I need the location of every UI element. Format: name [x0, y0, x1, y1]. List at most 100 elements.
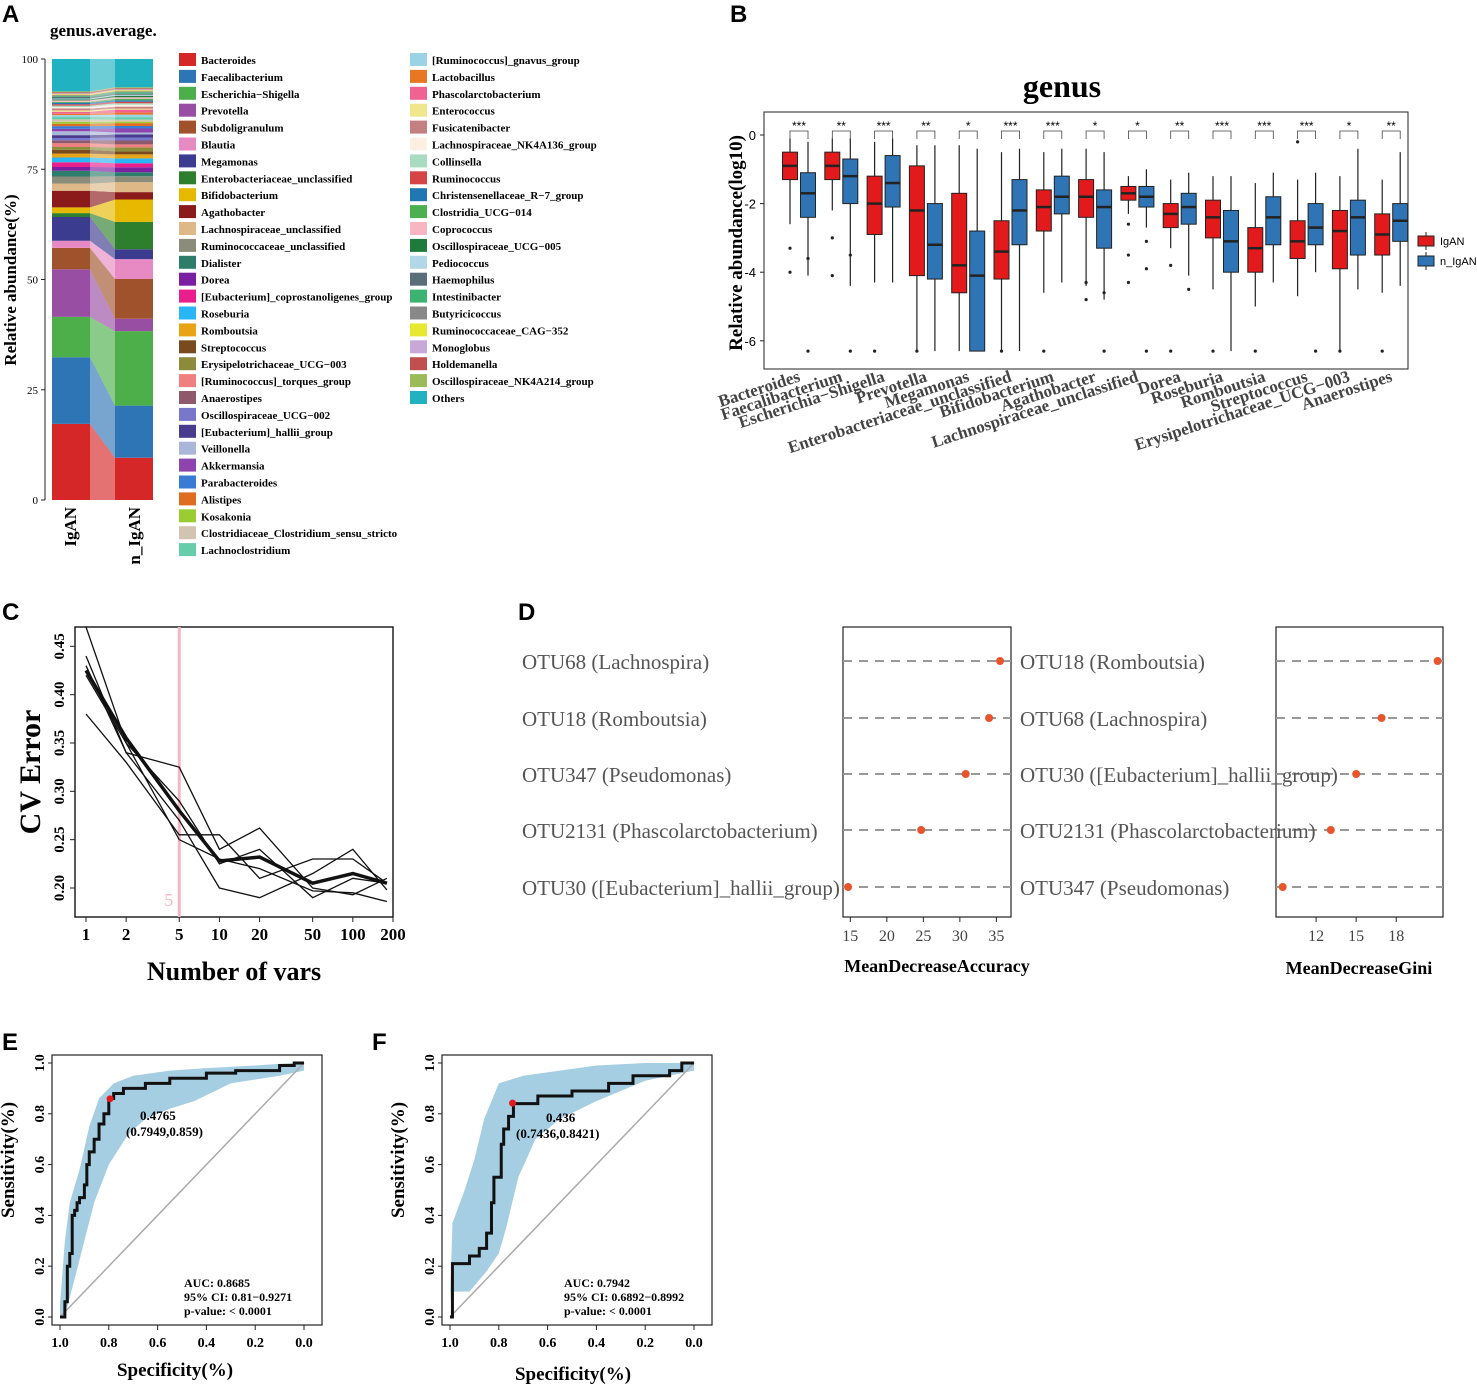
area-segment-37 — [52, 101, 153, 106]
area-segment-34 — [52, 106, 153, 111]
sig-bracket — [1043, 130, 1063, 139]
panel-label-f: F — [372, 1029, 387, 1056]
legend-label-14: [Eubacterium]_coprostanoligenes_group — [201, 292, 393, 304]
d1-xtick-label: 35 — [988, 928, 1004, 945]
legend-swatch-39 — [410, 205, 427, 219]
box-igan — [993, 220, 1010, 280]
box-igan — [866, 175, 883, 235]
legend-label-11: Ruminococcaceae_unclassified — [201, 241, 345, 253]
legend-swatch-22 — [179, 424, 196, 438]
f-content-ytick-label: 0.0 — [423, 1308, 438, 1326]
legend-label-nigan: n_IgAN — [1440, 256, 1477, 268]
e-content-xtick-label: 1.0 — [51, 1336, 69, 1351]
panel-e-roc: Sensitivity(%) Specificity(%) 0.0 0.2 0.4 0… — [0, 1054, 323, 1381]
area-connector-14 — [90, 162, 115, 168]
panel-b-ytick-label: 0 — [749, 128, 756, 143]
area-segment-18 — [52, 147, 153, 152]
panel-f-roc: Sensitivity(%) Specificity(%) 0.0 0.2 0.4 0… — [388, 1054, 713, 1384]
legend-swatch-21 — [179, 407, 196, 421]
sig-label: *** — [1215, 119, 1229, 133]
d1-xtick-label: 25 — [915, 928, 931, 945]
d2-point — [1377, 714, 1386, 722]
box-outlier — [1338, 349, 1342, 353]
area-connector-12 — [90, 170, 115, 177]
area-segment-8 — [52, 199, 153, 222]
e-content-roc-curve — [60, 1061, 304, 1319]
d2-point — [1278, 883, 1287, 891]
f-content-threshold-point — [509, 1099, 517, 1107]
legend-swatch-41 — [410, 238, 427, 252]
legend-swatch-40 — [410, 222, 427, 235]
area-connector-4 — [90, 247, 115, 319]
box-igan — [1035, 189, 1052, 232]
area-connector-41 — [90, 95, 115, 101]
panel-b-ylabel: Relative abundance(log10) — [726, 135, 747, 351]
legend-swatch-5 — [179, 137, 196, 151]
sig-bracket — [916, 130, 936, 139]
panel-f-pvalue: p-value: < 0.0001 — [564, 1304, 652, 1318]
panel-d1-frame — [842, 626, 1012, 918]
f-content-ytick-label: 0.2 — [423, 1257, 438, 1275]
panel-a-title: genus.average. — [50, 21, 157, 40]
area-connector-28 — [90, 119, 115, 122]
area-segment-33 — [52, 108, 153, 112]
box-outlier — [1126, 222, 1130, 226]
legend-label-37: Ruminococcus — [432, 173, 501, 185]
legend-swatch-13 — [179, 272, 196, 286]
optimal-vars-label: 5 — [164, 890, 173, 910]
legend-swatch-24 — [179, 458, 196, 472]
sig-bracket — [958, 130, 978, 139]
box-outlier — [873, 349, 877, 353]
legend-label-30: [Ruminococcus]_gnavus_group — [432, 55, 580, 67]
area-connector-20 — [90, 140, 115, 145]
legend-label-13: Dorea — [201, 275, 230, 287]
panel-a-ytick-label: 0 — [33, 495, 39, 507]
legend-label-15: Roseburia — [201, 309, 250, 321]
sig-label: *** — [1300, 119, 1314, 133]
area-connector-45 — [90, 91, 115, 97]
area-segment-43 — [52, 93, 153, 99]
legend-label-8: Bifidobacterium — [201, 190, 278, 202]
d1-point — [917, 826, 926, 834]
e-content-ytick-label: 0.4 — [33, 1207, 48, 1225]
legend-swatch-16 — [179, 323, 196, 337]
legend-swatch-42 — [410, 255, 427, 269]
area-connector-36 — [90, 103, 115, 108]
legend-label-46: Ruminococcaceae_CAG−352 — [432, 325, 569, 337]
legend-label-40: Coprococcus — [432, 224, 493, 236]
d2-point — [1433, 657, 1442, 665]
box-nigan — [1053, 175, 1070, 215]
legend-label-38: Christensenellaceae_R−7_group — [432, 190, 584, 202]
box-outlier — [1169, 263, 1173, 267]
area-segment-35 — [52, 104, 153, 109]
legend-label-0: Bacteroides — [201, 55, 257, 67]
legend-swatch-14 — [179, 289, 196, 303]
box-outlier — [1144, 267, 1148, 271]
panel-e-ci: 95% CI: 0.81−0.9271 — [184, 1290, 292, 1304]
area-segment-32 — [52, 109, 153, 114]
panel-d2-xlabel: MeanDecreaseGini — [1286, 958, 1433, 978]
panel-c-ytick-label: 0.25 — [52, 827, 68, 853]
area-segment-22 — [52, 134, 153, 138]
area-connector-38 — [90, 100, 115, 105]
box-outlier — [1169, 349, 1173, 353]
legend-label-39: Clostridia_UCG−014 — [432, 207, 532, 219]
sig-bracket — [1170, 130, 1190, 139]
panel-c-xlabel: Number of vars — [147, 957, 321, 986]
box-outlier — [806, 256, 810, 261]
area-segment-25 — [52, 126, 153, 129]
box-igan — [1078, 179, 1095, 218]
area-segment-47 — [52, 89, 153, 95]
box-outlier — [1314, 349, 1318, 353]
sig-label: * — [1135, 119, 1140, 133]
legend-swatch-25 — [179, 475, 196, 489]
legend-swatch-18 — [179, 357, 196, 371]
legend-label-33: Enterococcus — [432, 106, 495, 118]
area-connector-43 — [90, 93, 115, 99]
panel-c-xtick-label: 2 — [122, 925, 131, 944]
area-segment-28 — [52, 119, 153, 122]
sig-label: *** — [1257, 119, 1271, 133]
sig-label: * — [966, 119, 971, 133]
area-connector-3 — [90, 269, 115, 332]
area-segment-14 — [52, 162, 153, 168]
